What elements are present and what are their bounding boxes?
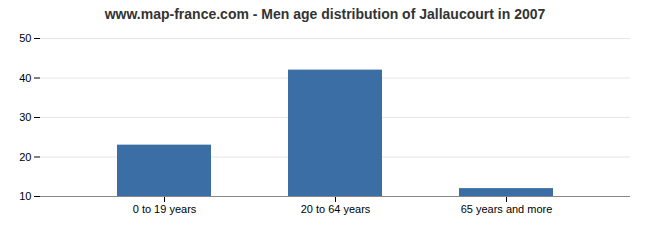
svg-text:20 to 64 years: 20 to 64 years [301,203,371,215]
svg-text:0 to 19 years: 0 to 19 years [133,203,197,215]
svg-text:50: 50 [19,32,31,44]
svg-text:30: 30 [19,111,31,123]
svg-text:65 years and more: 65 years and more [461,203,553,215]
svg-text:10: 10 [19,190,31,202]
html-text:www.map-france.com - Men age d: www.map-france.com - Men age distributio… [104,6,546,22]
svg-text:40: 40 [19,72,31,84]
svg-text:20: 20 [19,151,31,163]
